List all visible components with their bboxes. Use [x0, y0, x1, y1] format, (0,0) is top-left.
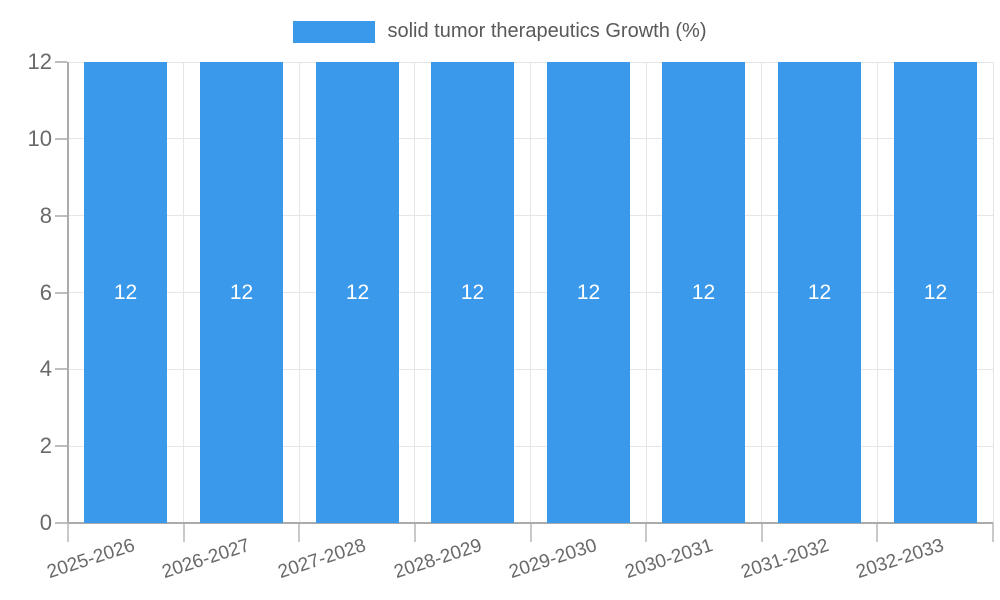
bar[interactable]: 12: [316, 62, 399, 523]
y-axis-tick: [55, 137, 67, 140]
plot-area: 0 2 4 6 8 10 12 12 12 12 12 12 12 12 12 2025-2026 2026-2…: [28, 51, 994, 583]
x-gridline: [876, 62, 878, 523]
x-gridline: [761, 62, 763, 523]
bar-value-label: 12: [113, 280, 138, 304]
y-axis-tick-label: 10: [27, 125, 52, 151]
y-axis-tick: [55, 214, 67, 217]
y-axis-tick-label: 12: [27, 49, 52, 74]
x-gridline: [414, 62, 416, 523]
y-axis-tick-label: 6: [39, 279, 52, 305]
bar-value-label: 12: [923, 280, 948, 304]
y-axis-tick: [55, 291, 67, 294]
bar-value-label: 12: [807, 280, 832, 304]
x-gridline: [183, 62, 185, 523]
x-axis-tick: [992, 523, 994, 542]
bar[interactable]: 12: [662, 62, 745, 523]
x-gridline: [298, 62, 300, 523]
bar[interactable]: 12: [778, 62, 861, 523]
bar-value-label: 12: [691, 280, 716, 304]
x-gridline: [992, 62, 994, 523]
bar-value-label: 12: [345, 280, 370, 304]
bar[interactable]: 12: [894, 62, 977, 523]
y-axis-line: [67, 62, 69, 523]
y-axis-tick-label: 4: [39, 356, 52, 382]
bar[interactable]: 12: [200, 62, 283, 523]
bar[interactable]: 12: [431, 62, 514, 523]
chart-legend: solid tumor therapeutics Growth (%): [0, 20, 1000, 43]
y-axis-tick: [55, 61, 67, 63]
x-axis-tick: [298, 523, 301, 542]
x-gridline: [530, 62, 531, 523]
bar[interactable]: 12: [84, 62, 167, 523]
legend-series-label: solid tumor therapeutics Growth (%): [387, 20, 707, 42]
bar[interactable]: 12: [547, 62, 630, 523]
x-axis-tick: [413, 523, 416, 542]
x-axis-tick: [67, 523, 69, 542]
y-axis-tick-label: 8: [39, 202, 52, 228]
y-axis-tick: [55, 368, 67, 371]
y-axis-tick-label: 2: [39, 433, 52, 459]
y-axis-tick: [55, 522, 67, 524]
legend-color-swatch: [293, 20, 376, 43]
bar-value-label: 12: [229, 280, 254, 304]
y-axis-tick: [55, 445, 67, 448]
x-axis-tick: [645, 523, 648, 542]
legend-item[interactable]: solid tumor therapeutics Growth (%): [293, 20, 707, 43]
y-axis-tick-label: 0: [39, 510, 52, 535]
x-axis-tick: [760, 523, 763, 542]
x-gridline: [645, 62, 647, 523]
bar-value-label: 12: [576, 280, 601, 304]
x-axis-tick: [182, 523, 185, 542]
x-axis-line: [68, 522, 993, 524]
x-axis-tick: [876, 523, 879, 542]
bar-value-label: 12: [460, 280, 485, 304]
x-axis-tick: [529, 523, 532, 542]
